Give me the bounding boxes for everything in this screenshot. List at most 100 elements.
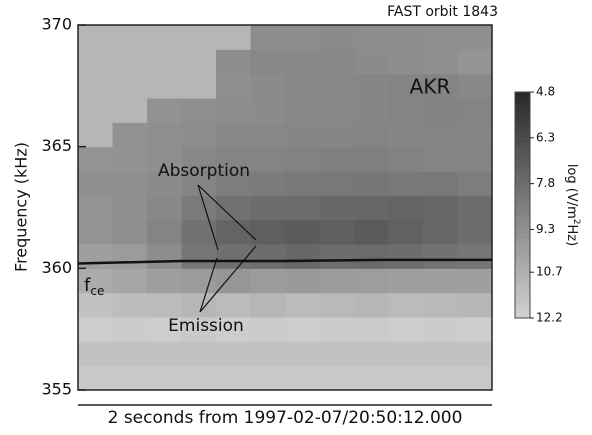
- cell: [250, 219, 286, 245]
- colorbar-step: [515, 227, 530, 234]
- heatmap: [78, 25, 493, 391]
- cell: [319, 219, 355, 245]
- y-tick-label: 360: [41, 258, 72, 277]
- cell: [216, 292, 251, 318]
- colorbar-step: [515, 171, 530, 178]
- cell: [250, 25, 286, 50]
- cell: [354, 73, 389, 99]
- colorbar-step: [515, 182, 530, 189]
- cell: [78, 341, 113, 367]
- cell: [78, 98, 113, 123]
- cell: [285, 122, 320, 148]
- colorbar-step: [515, 306, 530, 313]
- colorbar-frame: [514, 91, 531, 319]
- cell: [457, 146, 493, 172]
- cell: [388, 219, 424, 245]
- cell: [354, 146, 389, 172]
- cell: [457, 317, 493, 342]
- cell: [423, 146, 458, 172]
- cell: [181, 244, 217, 269]
- cell: [112, 122, 148, 148]
- colorbar-tick-label: 4.8: [536, 85, 555, 99]
- cell: [147, 195, 182, 221]
- cell: [285, 146, 320, 172]
- cell: [457, 244, 493, 269]
- cell: [112, 292, 148, 318]
- cell: [423, 98, 458, 123]
- cell: [388, 317, 424, 342]
- cell: [250, 341, 286, 367]
- plot-frame: [77, 24, 493, 391]
- cell: [388, 73, 424, 99]
- cell: [181, 365, 217, 391]
- cell: [319, 98, 355, 123]
- cell: [285, 73, 320, 99]
- cell: [216, 171, 251, 196]
- cell: [319, 365, 355, 391]
- cell: [285, 268, 320, 294]
- colorbar-step: [515, 131, 530, 138]
- cell: [423, 268, 458, 294]
- cell: [181, 195, 217, 221]
- cell: [457, 292, 493, 318]
- cell: [147, 317, 182, 342]
- cell: [112, 341, 148, 367]
- colorbar-step: [515, 295, 530, 302]
- cell: [78, 365, 113, 391]
- akr-label: AKR: [410, 75, 451, 99]
- cell: [354, 195, 389, 221]
- colorbar-step: [515, 199, 530, 206]
- cell: [112, 365, 148, 391]
- colorbar-tick-label: 6.3: [536, 130, 555, 144]
- cell: [112, 49, 148, 75]
- cell: [250, 317, 286, 342]
- cell: [457, 73, 493, 99]
- y-tick-label: 370: [41, 15, 72, 34]
- cell: [319, 268, 355, 294]
- cell: [285, 25, 320, 50]
- cbar-label-sup: 2: [572, 219, 582, 225]
- cell: [216, 146, 251, 172]
- cell: [388, 341, 424, 367]
- cell: [78, 122, 113, 148]
- cell: [181, 268, 217, 294]
- cell: [250, 195, 286, 221]
- cell: [354, 292, 389, 318]
- cell: [285, 49, 320, 75]
- cell: [388, 268, 424, 294]
- cbar-label-suffix: Hz): [565, 225, 580, 247]
- cell: [388, 122, 424, 148]
- cell: [112, 25, 148, 50]
- cbar-label-text: log (V/m: [565, 164, 580, 219]
- colorbar-step: [515, 188, 530, 195]
- cell: [112, 244, 148, 269]
- chart-title: FAST orbit 1843: [387, 4, 498, 20]
- cell: [181, 122, 217, 148]
- cell: [423, 171, 458, 196]
- cell: [250, 365, 286, 391]
- cell: [147, 219, 182, 245]
- cell: [388, 98, 424, 123]
- cell: [181, 73, 217, 99]
- cell: [216, 219, 251, 245]
- cell: [319, 195, 355, 221]
- colorbar-step: [515, 216, 530, 223]
- cell: [285, 219, 320, 245]
- cell: [285, 365, 320, 391]
- cell: [354, 122, 389, 148]
- fce-main: f: [84, 275, 91, 296]
- colorbar-step: [515, 272, 530, 279]
- colorbar-step: [515, 250, 530, 257]
- colorbar-step: [515, 312, 530, 319]
- cell: [181, 146, 217, 172]
- cell: [423, 219, 458, 245]
- cell: [354, 98, 389, 123]
- cell: [147, 49, 182, 75]
- colorbar-tick-label: 7.8: [536, 176, 555, 190]
- cell: [388, 365, 424, 391]
- cell: [319, 171, 355, 196]
- cell: [112, 73, 148, 99]
- y-axis-label: Frequency (kHz): [12, 142, 31, 272]
- cell: [181, 219, 217, 245]
- cell: [319, 317, 355, 342]
